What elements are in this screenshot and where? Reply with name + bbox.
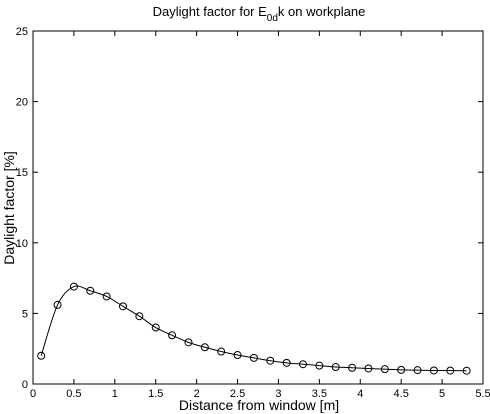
data-point-marker [249, 353, 258, 362]
data-point-marker [331, 363, 340, 372]
data-point-marker [37, 351, 46, 360]
data-point-marker [200, 343, 209, 352]
data-point-marker [53, 300, 62, 309]
data-point-marker [348, 363, 357, 372]
y-tick-label: 10 [16, 238, 28, 250]
x-axis-label: Distance from window [m] [179, 397, 339, 413]
data-point-marker [217, 347, 226, 356]
x-tick-label: 3.5 [312, 388, 327, 400]
x-tick-label: 5 [439, 388, 445, 400]
data-point-marker [168, 331, 177, 340]
x-tick-label: 0.5 [66, 388, 81, 400]
data-point-marker [119, 302, 127, 311]
y-tick-label: 0 [22, 379, 28, 391]
x-tick-label: 1.5 [148, 388, 163, 400]
data-point-marker [446, 366, 455, 375]
x-tick-label: 5.5 [475, 388, 490, 400]
data-point-marker [86, 286, 95, 295]
data-point-marker [69, 282, 78, 291]
chart-title-prefix: Daylight factor for E [153, 4, 267, 19]
data-point-marker [135, 312, 144, 321]
y-tick-label: 15 [16, 167, 28, 179]
y-axis-label: Daylight factor [%] [1, 151, 17, 265]
data-point-marker [233, 351, 242, 360]
plot-frame [32, 30, 484, 385]
data-point-marker [282, 358, 291, 367]
data-point-marker [397, 365, 406, 374]
x-tick-label: 3 [275, 388, 281, 400]
data-point-marker [380, 365, 389, 374]
x-tick-label: 0 [30, 388, 36, 400]
data-point-marker [102, 292, 111, 301]
data-point-marker [299, 360, 307, 369]
chart-title: Daylight factor for E0dk on workplane [153, 4, 366, 24]
y-tick-label: 25 [16, 26, 28, 38]
x-tick-label: 2.5 [230, 388, 245, 400]
data-point-marker [151, 323, 160, 332]
x-tick-label: 4 [357, 388, 363, 400]
chart-title-subscript: 0d [267, 13, 278, 24]
plot-area: 0 0.5 1 1.5 2 2.5 3 3.5 4 4.5 5 5.5 0 5 10 15 20 25 [16, 26, 490, 400]
data-point-marker [462, 366, 471, 375]
x-tick-label: 1 [112, 388, 118, 400]
data-point-marker [184, 338, 193, 347]
y-tick-label: 5 [22, 308, 28, 320]
y-tick-label: 20 [16, 97, 28, 109]
series-line [40, 285, 467, 372]
chart-title-suffix: k on workplane [278, 4, 365, 19]
data-point-marker [315, 361, 324, 370]
x-tick-label: 4.5 [394, 388, 409, 400]
data-point-marker [413, 366, 422, 375]
data-point-marker [429, 366, 438, 375]
x-tick-label: 2 [194, 388, 200, 400]
data-point-marker [266, 356, 275, 365]
data-point-marker [364, 364, 373, 373]
